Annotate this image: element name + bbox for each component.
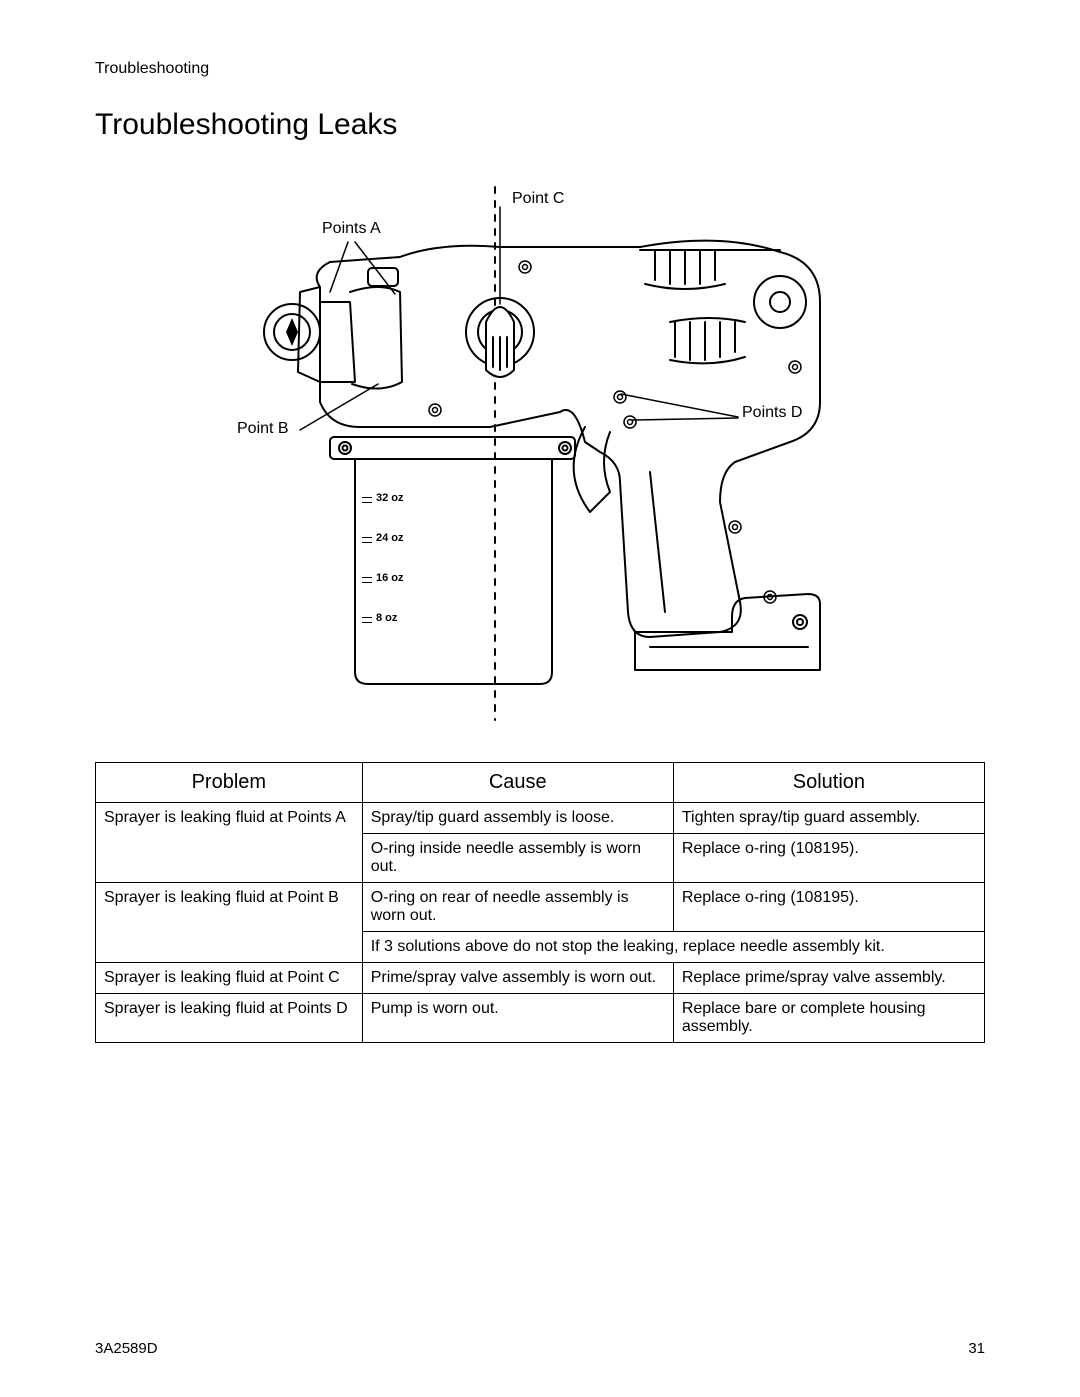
cup-mark-8: 8 oz — [376, 612, 397, 624]
cell-solution: Replace prime/spray valve assembly. — [673, 963, 984, 994]
col-problem: Problem — [96, 763, 363, 803]
table-row: Sprayer is leaking fluid at Points D Pum… — [96, 994, 985, 1043]
cup-tick — [362, 497, 372, 503]
table-row: Sprayer is leaking fluid at Points A Spr… — [96, 803, 985, 834]
cell-cause: O-ring on rear of needle assembly is wor… — [362, 883, 673, 932]
doc-id: 3A2589D — [95, 1340, 158, 1357]
cell-cause: Spray/tip guard assembly is loose. — [362, 803, 673, 834]
cup-tick — [362, 617, 372, 623]
cell-cause: Pump is worn out. — [362, 994, 673, 1043]
label-points-a: Points A — [320, 220, 383, 238]
page-footer: 3A2589D 31 — [95, 1340, 985, 1357]
cup-tick — [362, 537, 372, 543]
section-header: Troubleshooting — [95, 60, 985, 78]
cell-problem: Sprayer is leaking fluid at Point C — [96, 963, 363, 994]
cell-solution: Tighten spray/tip guard assembly. — [673, 803, 984, 834]
cell-cause: Prime/spray valve assembly is worn out. — [362, 963, 673, 994]
cup-tick — [362, 577, 372, 583]
table-row: Sprayer is leaking fluid at Point B O-ri… — [96, 883, 985, 932]
cell-cause: O-ring inside needle assembly is worn ou… — [362, 834, 673, 883]
sprayer-svg — [180, 172, 900, 732]
cell-problem: Sprayer is leaking fluid at Points D — [96, 994, 363, 1043]
cup-mark-16: 16 oz — [376, 572, 404, 584]
cell-solution: Replace o-ring (108195). — [673, 883, 984, 932]
cell-span-note: If 3 solutions above do not stop the lea… — [362, 932, 984, 963]
cell-solution: Replace o-ring (108195). — [673, 834, 984, 883]
cell-solution: Replace bare or complete housing assembl… — [673, 994, 984, 1043]
page-number: 31 — [968, 1340, 985, 1357]
cell-problem: Sprayer is leaking fluid at Points A — [96, 803, 363, 883]
troubleshooting-table: Problem Cause Solution Sprayer is leakin… — [95, 762, 985, 1043]
cup-mark-24: 24 oz — [376, 532, 404, 544]
cup-mark-32: 32 oz — [376, 492, 404, 504]
label-points-d: Points D — [740, 404, 804, 422]
label-point-c: Point C — [510, 190, 566, 208]
col-solution: Solution — [673, 763, 984, 803]
cell-problem: Sprayer is leaking fluid at Point B — [96, 883, 363, 963]
table-header-row: Problem Cause Solution — [96, 763, 985, 803]
label-point-b: Point B — [235, 420, 291, 438]
col-cause: Cause — [362, 763, 673, 803]
sprayer-diagram: Points A Point B Point C Points D 32 oz … — [180, 172, 900, 732]
table-row: Sprayer is leaking fluid at Point C Prim… — [96, 963, 985, 994]
page-title: Troubleshooting Leaks — [95, 108, 985, 142]
